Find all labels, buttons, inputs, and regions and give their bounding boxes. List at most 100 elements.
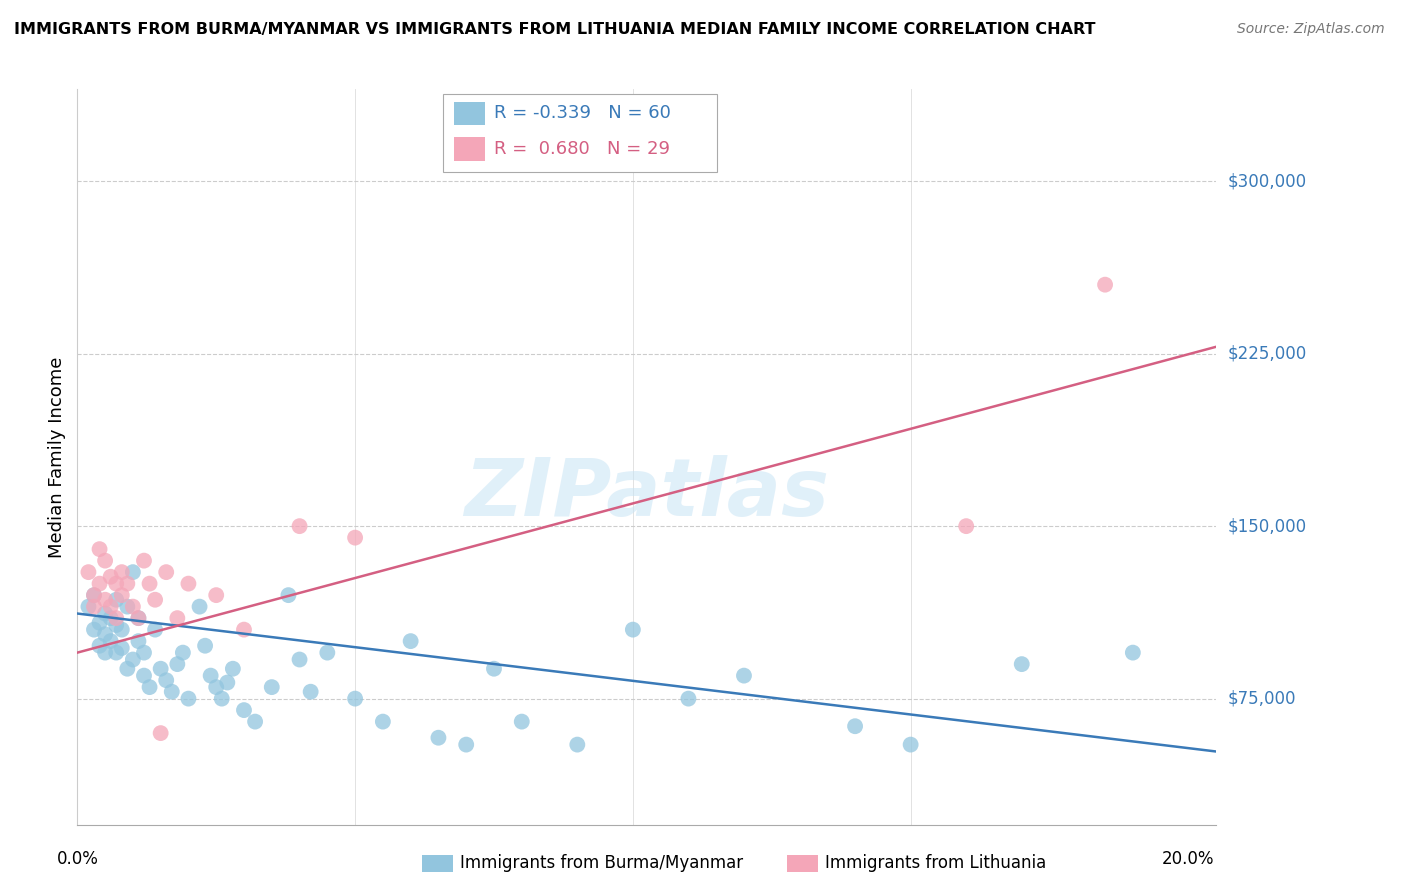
Text: Immigrants from Burma/Myanmar: Immigrants from Burma/Myanmar bbox=[460, 855, 742, 872]
Point bbox=[155, 673, 177, 688]
Point bbox=[100, 570, 122, 584]
Point bbox=[83, 623, 105, 637]
Point bbox=[160, 684, 183, 698]
Point bbox=[122, 652, 145, 666]
Point bbox=[678, 691, 700, 706]
Text: R = -0.339   N = 60: R = -0.339 N = 60 bbox=[494, 104, 671, 122]
Point bbox=[217, 675, 239, 690]
Point bbox=[94, 607, 117, 621]
Point bbox=[94, 646, 117, 660]
Text: 0.0%: 0.0% bbox=[56, 850, 98, 868]
Point bbox=[122, 599, 145, 614]
Point bbox=[105, 611, 128, 625]
Point bbox=[111, 640, 134, 655]
Point bbox=[89, 615, 111, 630]
Point bbox=[149, 726, 172, 740]
Point bbox=[188, 599, 211, 614]
Point bbox=[111, 565, 134, 579]
Point bbox=[1122, 646, 1144, 660]
Point bbox=[127, 611, 149, 625]
Point bbox=[117, 599, 139, 614]
Point bbox=[143, 623, 166, 637]
Point bbox=[100, 634, 122, 648]
Point bbox=[138, 680, 160, 694]
Point bbox=[127, 634, 149, 648]
Point bbox=[172, 646, 194, 660]
Text: $225,000: $225,000 bbox=[1227, 344, 1306, 363]
Point bbox=[100, 599, 122, 614]
Point bbox=[177, 576, 200, 591]
Point bbox=[127, 611, 149, 625]
Point bbox=[955, 519, 977, 533]
Point bbox=[200, 668, 222, 682]
Point bbox=[733, 668, 755, 682]
Point bbox=[299, 684, 322, 698]
Point bbox=[94, 627, 117, 641]
Point bbox=[83, 599, 105, 614]
Point bbox=[83, 588, 105, 602]
Point bbox=[456, 738, 478, 752]
Point bbox=[205, 588, 228, 602]
Text: Source: ZipAtlas.com: Source: ZipAtlas.com bbox=[1237, 22, 1385, 37]
Point bbox=[621, 623, 644, 637]
Point bbox=[482, 662, 505, 676]
Point bbox=[155, 565, 177, 579]
Point bbox=[94, 592, 117, 607]
Point bbox=[194, 639, 217, 653]
Point bbox=[100, 611, 122, 625]
Text: Immigrants from Lithuania: Immigrants from Lithuania bbox=[825, 855, 1046, 872]
Point bbox=[277, 588, 299, 602]
Point bbox=[83, 588, 105, 602]
Point bbox=[143, 592, 166, 607]
Point bbox=[111, 623, 134, 637]
Point bbox=[89, 542, 111, 557]
Point bbox=[122, 565, 145, 579]
Point bbox=[1011, 657, 1033, 672]
Point bbox=[149, 662, 172, 676]
Point bbox=[77, 599, 100, 614]
Point bbox=[105, 646, 128, 660]
Text: $150,000: $150,000 bbox=[1227, 517, 1306, 535]
Point bbox=[117, 662, 139, 676]
Point bbox=[222, 662, 245, 676]
Point bbox=[132, 668, 155, 682]
Point bbox=[138, 576, 160, 591]
Point bbox=[205, 680, 228, 694]
Point bbox=[77, 565, 100, 579]
Point bbox=[316, 646, 339, 660]
Text: IMMIGRANTS FROM BURMA/MYANMAR VS IMMIGRANTS FROM LITHUANIA MEDIAN FAMILY INCOME : IMMIGRANTS FROM BURMA/MYANMAR VS IMMIGRA… bbox=[14, 22, 1095, 37]
Point bbox=[233, 703, 256, 717]
Point bbox=[105, 592, 128, 607]
Text: $300,000: $300,000 bbox=[1227, 172, 1306, 190]
Text: 20.0%: 20.0% bbox=[1163, 850, 1215, 868]
Text: R =  0.680   N = 29: R = 0.680 N = 29 bbox=[494, 140, 669, 158]
Point bbox=[288, 519, 311, 533]
Y-axis label: Median Family Income: Median Family Income bbox=[48, 357, 66, 558]
Point bbox=[1094, 277, 1116, 292]
Point bbox=[166, 657, 188, 672]
Point bbox=[166, 611, 188, 625]
Point bbox=[260, 680, 283, 694]
Point bbox=[89, 639, 111, 653]
Point bbox=[117, 576, 139, 591]
Point bbox=[288, 652, 311, 666]
Point bbox=[105, 576, 128, 591]
Point bbox=[344, 691, 367, 706]
Point bbox=[243, 714, 266, 729]
Point bbox=[177, 691, 200, 706]
Text: $75,000: $75,000 bbox=[1227, 690, 1296, 707]
Point bbox=[211, 691, 233, 706]
Point bbox=[132, 646, 155, 660]
Point bbox=[900, 738, 922, 752]
Point bbox=[399, 634, 422, 648]
Point bbox=[111, 588, 134, 602]
Point bbox=[510, 714, 533, 729]
Point bbox=[89, 576, 111, 591]
Point bbox=[567, 738, 589, 752]
Point bbox=[132, 554, 155, 568]
Point bbox=[344, 531, 367, 545]
Point bbox=[105, 618, 128, 632]
Point bbox=[844, 719, 866, 733]
Point bbox=[233, 623, 256, 637]
Point bbox=[427, 731, 450, 745]
